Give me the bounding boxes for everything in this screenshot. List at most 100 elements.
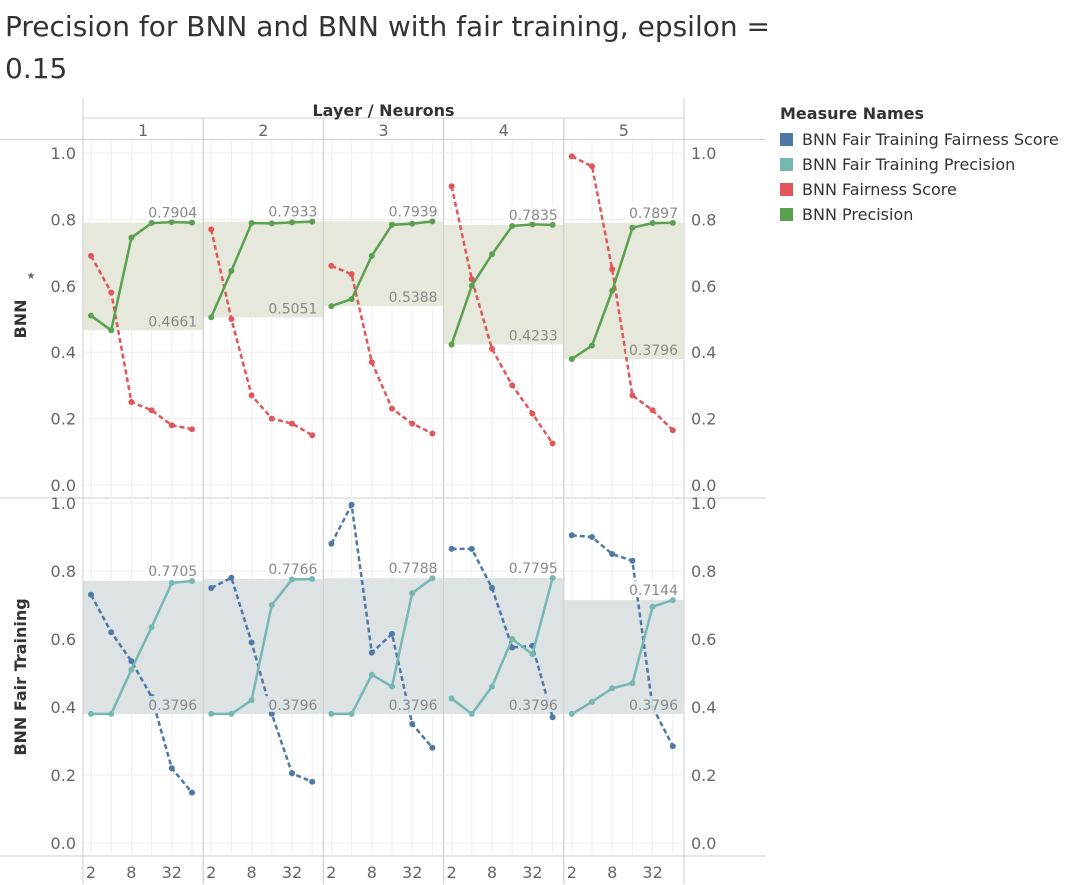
legend-label: BNN Fairness Score xyxy=(802,180,957,199)
legend-label: BNN Fair Training Precision xyxy=(802,155,1016,174)
band-min-label-bg xyxy=(385,288,440,305)
band-min-label: 0.3796 xyxy=(268,698,317,714)
data-point xyxy=(649,407,656,414)
band-min-label-bg xyxy=(145,312,200,329)
data-point xyxy=(228,574,235,581)
data-point xyxy=(208,585,215,591)
data-point xyxy=(649,220,656,227)
data-point xyxy=(88,312,94,319)
data-point xyxy=(128,399,135,405)
data-point xyxy=(348,501,355,508)
data-point xyxy=(589,342,595,349)
reference-band xyxy=(443,577,564,714)
y-tick-label: 0.0 xyxy=(51,476,76,495)
data-point xyxy=(289,576,295,583)
legend-item[interactable]: BNN Fair Training Precision xyxy=(780,152,1059,177)
y-tick-label: 0.6 xyxy=(51,630,76,649)
data-point xyxy=(489,585,495,591)
data-point xyxy=(268,415,275,422)
band-max-label: 0.7933 xyxy=(268,205,317,221)
data-point xyxy=(509,644,516,651)
x-tick-label: 32 xyxy=(282,863,302,882)
data-point xyxy=(448,545,455,552)
data-point xyxy=(168,422,175,429)
legend-swatch xyxy=(780,158,793,171)
legend-label: BNN Fair Training Fairness Score xyxy=(802,130,1059,149)
legend[interactable]: Measure Names BNN Fair Training Fairness… xyxy=(780,104,1059,227)
data-point xyxy=(409,420,416,427)
data-point xyxy=(108,629,115,636)
band-min-label: 0.5388 xyxy=(389,290,438,306)
band-min-label: 0.5051 xyxy=(268,301,317,317)
data-point xyxy=(389,683,395,690)
layer-header: 5 xyxy=(619,121,629,140)
data-point xyxy=(128,234,135,241)
series-line xyxy=(91,579,193,716)
data-point xyxy=(549,221,556,228)
data-point xyxy=(589,698,595,705)
data-point xyxy=(549,574,556,581)
data-point xyxy=(629,392,636,399)
reference-band xyxy=(323,578,444,714)
layer-header: 1 xyxy=(138,121,148,140)
x-tick-label: 8 xyxy=(367,863,377,882)
data-point xyxy=(289,420,295,427)
y-tick-label: 0.6 xyxy=(51,277,76,296)
data-point xyxy=(328,303,335,310)
data-point xyxy=(509,636,516,642)
data-point xyxy=(248,697,255,704)
data-point xyxy=(589,534,595,540)
y-tick-label: 0.2 xyxy=(51,410,76,429)
data-point xyxy=(189,789,195,796)
data-point xyxy=(309,432,316,439)
band-max-label: 0.7788 xyxy=(389,561,438,577)
data-point xyxy=(389,221,395,228)
row-label: BNN Fair Training xyxy=(11,598,30,755)
data-point xyxy=(429,744,436,751)
data-point xyxy=(189,219,195,226)
data-point xyxy=(448,341,455,348)
series-line xyxy=(571,534,674,747)
series-line xyxy=(210,576,313,783)
data-point xyxy=(248,220,255,227)
band-min-label: 0.4233 xyxy=(509,328,558,344)
data-point xyxy=(609,287,616,294)
data-point xyxy=(208,314,215,321)
band-max-label-bg xyxy=(145,203,200,220)
band-min-label-bg xyxy=(145,695,200,712)
layer-header: 4 xyxy=(499,121,509,140)
series-line xyxy=(90,220,193,332)
data-point xyxy=(168,765,175,772)
data-point xyxy=(489,345,495,352)
data-point xyxy=(468,710,475,717)
data-point xyxy=(368,649,375,656)
data-point xyxy=(529,651,536,658)
legend-item[interactable]: BNN Fair Training Fairness Score xyxy=(780,127,1059,152)
x-tick-label: 32 xyxy=(402,863,422,882)
band-max-label-bg xyxy=(145,562,200,579)
band-min-label: 0.3796 xyxy=(509,698,558,714)
data-point xyxy=(629,224,636,231)
data-point xyxy=(289,770,295,777)
series-line xyxy=(210,220,313,318)
data-point xyxy=(368,359,375,366)
y-tick-label-right: 0.8 xyxy=(691,210,716,229)
data-point xyxy=(389,405,395,412)
y-tick-label-right: 0.8 xyxy=(691,562,716,581)
x-tick-label: 2 xyxy=(447,863,457,882)
series-line xyxy=(211,577,313,716)
band-min-label-bg xyxy=(626,340,680,357)
band-max-label: 0.7705 xyxy=(148,564,197,580)
legend-item[interactable]: BNN Fairness Score xyxy=(780,177,1059,202)
y-tick-label-right: 1.0 xyxy=(691,144,716,163)
data-point xyxy=(368,252,375,259)
row-label: BNN xyxy=(11,300,30,339)
legend-item[interactable]: BNN Precision xyxy=(780,202,1059,227)
legend-swatch xyxy=(780,183,793,196)
data-point xyxy=(669,597,676,604)
x-tick-label: 2 xyxy=(567,863,577,882)
band-min-label-bg xyxy=(265,695,320,712)
band-max-label: 0.7144 xyxy=(629,583,678,599)
x-tick-label: 2 xyxy=(206,863,216,882)
data-point xyxy=(189,426,195,433)
